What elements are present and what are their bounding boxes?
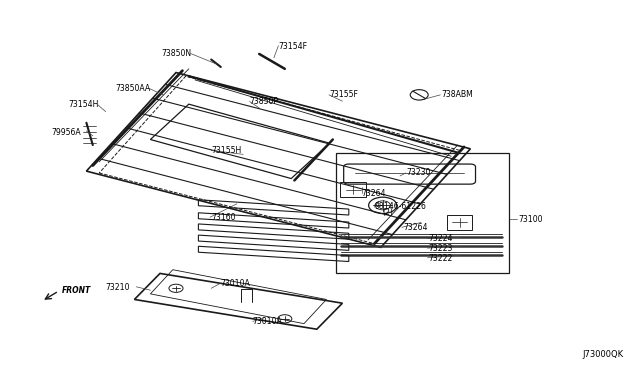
Text: 73010A: 73010A	[253, 317, 282, 326]
Text: 73850AA: 73850AA	[115, 84, 150, 93]
Text: 73100: 73100	[518, 215, 543, 224]
Text: 73210: 73210	[106, 283, 130, 292]
Text: (2): (2)	[383, 208, 394, 217]
Text: 73160: 73160	[211, 213, 236, 222]
Text: FRONT: FRONT	[62, 286, 92, 295]
Text: 73222: 73222	[429, 254, 453, 263]
Text: 73230: 73230	[406, 169, 431, 177]
Text: 79956A: 79956A	[51, 128, 81, 137]
Text: J73000QK: J73000QK	[583, 350, 624, 359]
Text: 73850P: 73850P	[250, 97, 278, 106]
Text: 738ABM: 738ABM	[442, 90, 474, 99]
Text: 73010A: 73010A	[221, 279, 250, 288]
Text: 73264: 73264	[403, 223, 428, 232]
Text: 98146-61226: 98146-61226	[374, 202, 426, 211]
Text: 73223: 73223	[429, 244, 453, 253]
Text: 73224: 73224	[429, 234, 453, 243]
Text: 73850N: 73850N	[162, 49, 192, 58]
Bar	[336, 153, 509, 273]
Text: 73155H: 73155H	[211, 146, 241, 155]
Text: 73264: 73264	[362, 189, 386, 198]
Text: 73155F: 73155F	[330, 90, 358, 99]
Text: 73154F: 73154F	[278, 42, 307, 51]
Text: 73154H: 73154H	[69, 100, 99, 109]
